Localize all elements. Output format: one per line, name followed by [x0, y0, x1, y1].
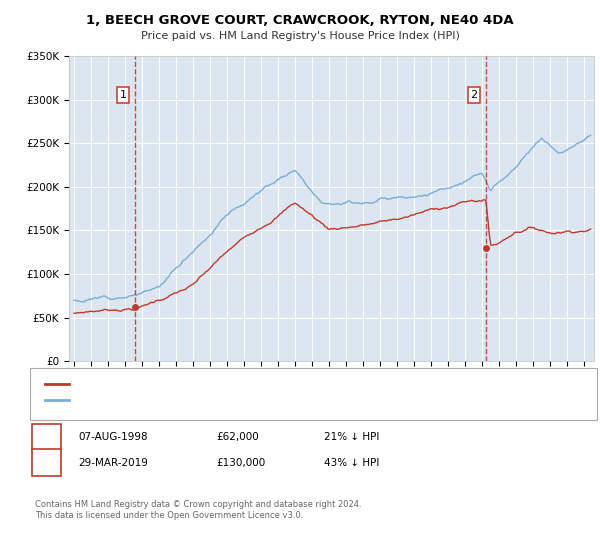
- Text: 1, BEECH GROVE COURT, CRAWCROOK, RYTON, NE40 4DA: 1, BEECH GROVE COURT, CRAWCROOK, RYTON, …: [86, 14, 514, 27]
- Text: 2: 2: [43, 458, 50, 468]
- Text: £62,000: £62,000: [216, 432, 259, 442]
- Text: 07-AUG-1998: 07-AUG-1998: [78, 432, 148, 442]
- Text: Price paid vs. HM Land Registry's House Price Index (HPI): Price paid vs. HM Land Registry's House …: [140, 31, 460, 41]
- Text: Contains HM Land Registry data © Crown copyright and database right 2024.
This d: Contains HM Land Registry data © Crown c…: [35, 500, 361, 520]
- Text: 43% ↓ HPI: 43% ↓ HPI: [324, 458, 379, 468]
- Text: 1: 1: [119, 90, 127, 100]
- Text: 1, BEECH GROVE COURT, CRAWCROOK, RYTON, NE40 4DA (detached house): 1, BEECH GROVE COURT, CRAWCROOK, RYTON, …: [75, 379, 449, 389]
- Text: £130,000: £130,000: [216, 458, 265, 468]
- Text: 2: 2: [470, 90, 478, 100]
- Text: HPI: Average price, detached house, Gateshead: HPI: Average price, detached house, Gate…: [75, 395, 309, 405]
- Text: 1: 1: [43, 432, 50, 442]
- Text: 21% ↓ HPI: 21% ↓ HPI: [324, 432, 379, 442]
- Text: 29-MAR-2019: 29-MAR-2019: [78, 458, 148, 468]
